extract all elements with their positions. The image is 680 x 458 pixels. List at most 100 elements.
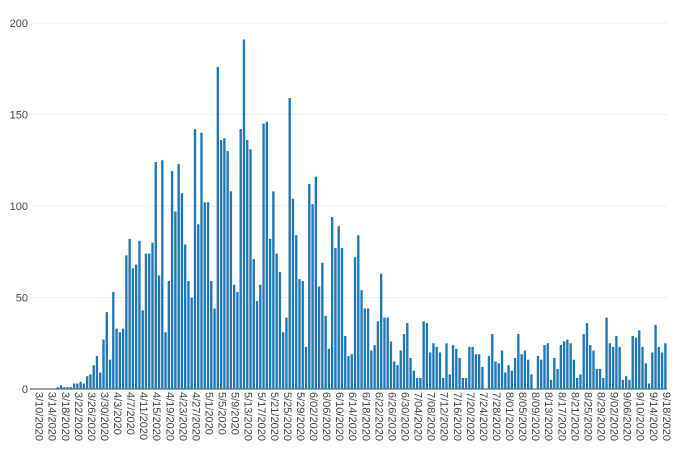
bar xyxy=(366,308,370,389)
bar xyxy=(611,346,615,389)
bar xyxy=(399,350,402,389)
bar xyxy=(314,176,318,389)
x-tick-label: 5/1/2020 xyxy=(203,392,215,435)
bar xyxy=(517,334,520,389)
bar xyxy=(477,354,481,389)
bar xyxy=(572,359,576,389)
bar xyxy=(373,345,376,389)
bar xyxy=(125,255,128,389)
bars xyxy=(56,39,667,390)
bar xyxy=(664,343,667,389)
x-tick-label: 5/5/2020 xyxy=(216,392,228,435)
x-tick-label: 5/21/2020 xyxy=(268,392,280,441)
bar xyxy=(252,259,255,389)
bar xyxy=(239,129,242,389)
bar xyxy=(553,357,556,389)
bar xyxy=(95,356,99,389)
bar xyxy=(546,343,549,389)
x-tick-label: 3/30/2020 xyxy=(98,392,110,441)
bar xyxy=(438,352,442,389)
bar xyxy=(180,193,184,389)
bar xyxy=(370,350,373,389)
bar xyxy=(589,345,592,389)
bar xyxy=(268,238,272,389)
bar xyxy=(634,337,638,389)
bar xyxy=(170,171,174,389)
bar xyxy=(402,334,406,389)
bar xyxy=(500,350,504,389)
bar xyxy=(422,321,425,389)
bar xyxy=(72,383,76,389)
x-axis-ticks: 3/10/2020 3/14/2020 3/18/2020 3/22/2020 3/26… xyxy=(33,392,672,441)
y-tick-label: 0 xyxy=(22,384,28,396)
bar xyxy=(415,378,419,389)
x-tick-label: 8/13/2020 xyxy=(542,392,554,441)
x-tick-label: 4/23/2020 xyxy=(176,392,188,441)
bar xyxy=(592,350,595,389)
bar xyxy=(432,343,435,389)
bar xyxy=(657,346,661,389)
bar xyxy=(148,253,151,389)
bar xyxy=(304,346,308,389)
y-tick-label: 200 xyxy=(10,18,28,30)
bar xyxy=(308,184,311,389)
bar xyxy=(559,345,563,389)
bar xyxy=(608,343,612,389)
bar xyxy=(615,335,618,389)
bar xyxy=(66,387,69,389)
bar xyxy=(246,140,249,389)
bar xyxy=(317,286,321,389)
y-axis-ticks: 0 50 100 150 200 xyxy=(10,18,28,396)
x-tick-label: 9/10/2020 xyxy=(634,392,646,441)
bar xyxy=(487,356,491,389)
bar xyxy=(265,121,269,389)
x-tick-label: 4/11/2020 xyxy=(137,392,149,440)
x-tick-label: 6/26/2020 xyxy=(385,392,397,441)
bar xyxy=(311,204,314,389)
bar xyxy=(206,202,210,389)
x-tick-label: 6/02/2020 xyxy=(307,392,319,441)
y-tick-label: 100 xyxy=(10,201,28,213)
bar xyxy=(494,361,497,389)
bar xyxy=(102,339,105,389)
bar xyxy=(108,359,112,389)
bar xyxy=(406,323,409,389)
bar xyxy=(174,211,177,389)
bar xyxy=(298,279,301,389)
bar xyxy=(523,350,527,389)
x-tick-label: 6/30/2020 xyxy=(399,392,411,441)
bar xyxy=(536,356,540,389)
x-tick-label: 8/05/2020 xyxy=(516,392,528,441)
bar xyxy=(641,346,644,389)
bar xyxy=(412,370,416,389)
bar xyxy=(285,317,288,389)
bar xyxy=(451,345,455,389)
y-tick-label: 50 xyxy=(16,293,28,305)
bar xyxy=(187,281,190,389)
bar xyxy=(200,132,203,390)
bar xyxy=(226,151,229,389)
bar xyxy=(360,290,363,389)
bar xyxy=(79,381,82,389)
bar xyxy=(602,378,605,389)
bar xyxy=(131,268,135,389)
bar xyxy=(272,191,275,389)
bar xyxy=(481,367,484,389)
x-tick-label: 6/18/2020 xyxy=(359,392,371,441)
bar xyxy=(288,98,291,389)
bar xyxy=(507,365,510,389)
bar xyxy=(624,376,628,389)
bar xyxy=(350,354,353,389)
bar xyxy=(330,216,334,389)
bar xyxy=(638,330,641,389)
bar xyxy=(210,281,213,389)
x-tick-label: 8/21/2020 xyxy=(568,392,580,441)
x-tick-label: 5/17/2020 xyxy=(255,392,267,441)
bar xyxy=(598,368,602,389)
x-tick-label: 8/09/2020 xyxy=(529,392,541,441)
bar xyxy=(259,284,262,389)
bar xyxy=(92,365,95,389)
x-tick-label: 4/3/2020 xyxy=(111,392,123,435)
bar xyxy=(295,235,298,389)
